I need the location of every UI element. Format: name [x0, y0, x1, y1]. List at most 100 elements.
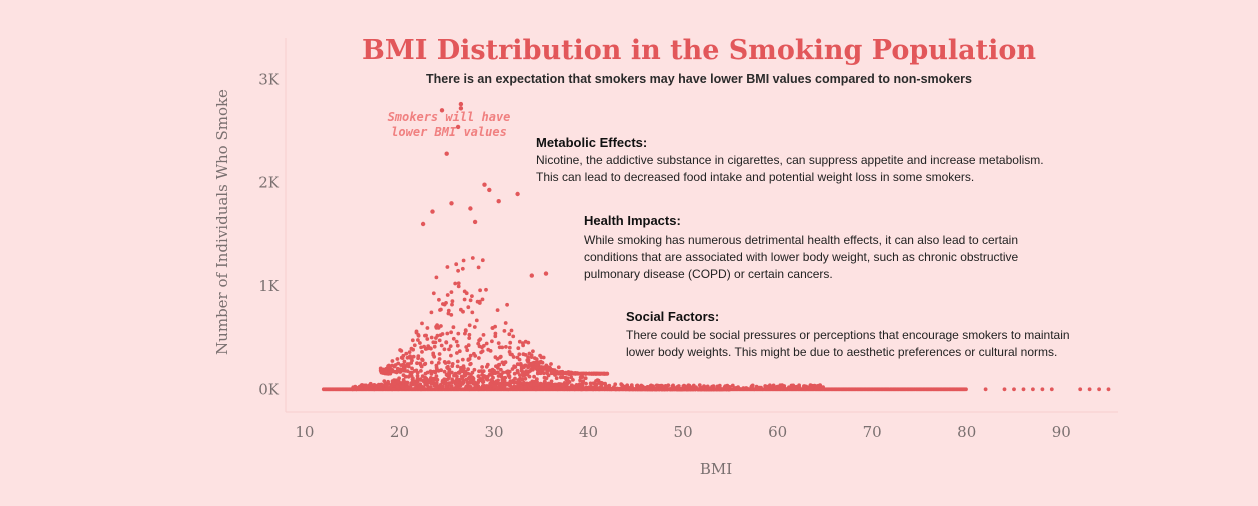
- scatter-point: [501, 362, 506, 367]
- scatter-point: [462, 297, 467, 302]
- scatter-point: [415, 382, 419, 387]
- scatter-point: [691, 383, 696, 388]
- scatter-point: [508, 381, 513, 385]
- scatter-point: [553, 373, 557, 377]
- scatter-point: [450, 377, 454, 382]
- scatter-point: [605, 371, 609, 376]
- scatter-point: [437, 357, 442, 361]
- scatter-point: [549, 362, 553, 366]
- scatter-point: [528, 382, 533, 387]
- scatter-point: [512, 365, 517, 369]
- scatter-point: [406, 374, 411, 379]
- scatter-point: [482, 182, 487, 187]
- scatter-point: [479, 350, 483, 355]
- scatter-point: [545, 365, 550, 369]
- scatter-point: [581, 379, 586, 383]
- scatter-point: [808, 387, 813, 391]
- scatter-point: [607, 386, 612, 391]
- scatter-point: [516, 346, 521, 351]
- scatter-point: [530, 361, 535, 365]
- scatter-point: [708, 386, 713, 391]
- scatter-point: [497, 382, 502, 386]
- scatter-point: [390, 363, 395, 368]
- annotation-heading: Metabolic Effects:: [536, 135, 647, 150]
- scatter-point: [534, 357, 539, 361]
- scatter-point: [584, 381, 588, 386]
- scatter-point: [449, 201, 454, 206]
- y-tick-label: 0K: [258, 380, 280, 398]
- scatter-point: [487, 187, 492, 193]
- scatter-point: [527, 351, 532, 356]
- scatter-point: [613, 382, 618, 387]
- scatter-point: [415, 361, 419, 366]
- scatter-point: [542, 365, 546, 370]
- scatter-point: [780, 383, 784, 388]
- scatter-point: [468, 362, 472, 367]
- scatter-point: [390, 359, 395, 363]
- chart-subtitle: There is an expectation that smokers may…: [426, 72, 972, 86]
- scatter-point: [520, 385, 525, 390]
- scatter-point: [412, 380, 417, 385]
- scatter-point: [436, 368, 441, 373]
- scatter-point: [503, 321, 508, 325]
- scatter-point: [509, 328, 514, 333]
- scatter-point: [687, 383, 692, 388]
- scatter-point: [612, 385, 616, 390]
- scatter-point: [579, 383, 584, 388]
- scatter-point: [777, 386, 781, 391]
- scatter-point: [425, 326, 430, 330]
- scatter-point: [499, 374, 504, 379]
- scatter-point: [396, 380, 400, 384]
- scatter-point: [495, 386, 500, 390]
- scatter-point: [484, 341, 489, 346]
- annotation-heading: Health Impacts:: [584, 213, 681, 228]
- scatter-point: [793, 385, 798, 390]
- scatter-point: [429, 360, 434, 365]
- scatter-point: [507, 350, 512, 354]
- scatter-point: [438, 333, 443, 337]
- annotation-line: This can lead to decreased food intake a…: [536, 170, 974, 184]
- scatter-point: [415, 376, 420, 381]
- annotation-line: pulmonary disease (COPD) or certain canc…: [584, 267, 833, 281]
- scatter-point: [1049, 387, 1054, 392]
- scatter-point: [601, 371, 605, 376]
- scatter-point: [582, 371, 586, 376]
- scatter-point: [553, 382, 557, 387]
- scatter-point: [455, 351, 459, 355]
- x-axis-label: BMI: [700, 460, 732, 478]
- scatter-point: [732, 386, 737, 390]
- scatter-point: [408, 356, 413, 360]
- scatter-point: [573, 385, 577, 389]
- scatter-point: [472, 351, 476, 356]
- scatter-point: [480, 297, 485, 302]
- scatter-point: [444, 377, 449, 382]
- scatter-point: [467, 323, 472, 328]
- scatter-point: [412, 343, 417, 348]
- y-tick-label: 3K: [258, 70, 280, 88]
- scatter-point: [447, 370, 452, 375]
- scatter-point: [427, 386, 432, 390]
- scatter-point: [430, 209, 435, 214]
- scatter-point: [478, 386, 482, 390]
- scatter-point: [423, 382, 428, 387]
- scatter-point: [555, 369, 559, 374]
- scatter-point: [395, 384, 399, 389]
- scatter-point: [407, 350, 412, 354]
- scatter-point: [1106, 387, 1111, 392]
- callout: Smokers will have lower BMI values: [388, 110, 511, 139]
- scatter-point: [447, 381, 452, 386]
- scatter-point: [648, 383, 653, 388]
- scatter-point: [499, 367, 503, 372]
- scatter-point: [521, 373, 525, 378]
- scatter-point: [449, 330, 453, 335]
- scatter-point: [526, 358, 531, 362]
- scatter-point: [713, 387, 718, 392]
- scatter-point: [399, 384, 404, 389]
- scatter-point: [449, 290, 454, 294]
- scatter-point: [482, 375, 487, 379]
- scatter-point: [468, 353, 473, 358]
- scatter-point: [411, 354, 416, 359]
- scatter-point: [420, 221, 426, 227]
- annotation-line: lower body weights. This might be due to…: [626, 345, 1057, 359]
- scatter-point: [391, 387, 396, 391]
